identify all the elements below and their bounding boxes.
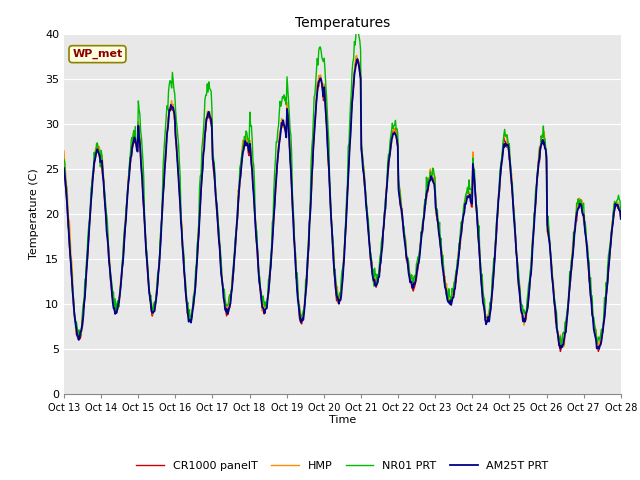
AM25T PRT [127,153,135,159]
NR01 PRT [127,136,135,142]
Legend: CR1000 panelT, HMP, NR01 PRT, AM25T PRT: CR1000 panelT, HMP, NR01 PRT, AM25T PRT [132,457,553,476]
Line: HMP: HMP [64,56,621,349]
CR1000 panelT [127,153,135,158]
CR1000 panelT [184,311,192,316]
HMP [595,346,602,352]
NR01 PRT [70,306,78,312]
Text: WP_met: WP_met [72,49,123,59]
NR01 PRT [184,300,192,305]
CR1000 panelT [214,215,221,220]
AM25T PRT [214,214,221,219]
NR01 PRT [60,156,68,162]
HMP [617,216,625,222]
HMP [127,148,135,154]
CR1000 panelT [411,283,419,289]
HMP [60,148,68,154]
CR1000 panelT [617,215,625,220]
HMP [353,53,360,59]
CR1000 panelT [428,174,435,180]
Line: NR01 PRT: NR01 PRT [64,26,621,348]
HMP [184,307,192,312]
NR01 PRT [557,345,565,350]
HMP [428,173,435,179]
NR01 PRT [428,175,435,180]
AM25T PRT [184,312,192,317]
AM25T PRT [60,165,68,171]
Title: Temperatures: Temperatures [295,16,390,30]
X-axis label: Time: Time [329,415,356,425]
CR1000 panelT [60,165,68,171]
AM25T PRT [617,216,625,222]
Y-axis label: Temperature (C): Temperature (C) [29,168,40,259]
Line: CR1000 panelT: CR1000 panelT [64,59,621,351]
CR1000 panelT [557,348,564,354]
AM25T PRT [411,281,419,287]
AM25T PRT [70,308,78,313]
CR1000 panelT [354,56,362,62]
HMP [214,209,221,215]
AM25T PRT [354,56,362,62]
NR01 PRT [354,24,362,29]
AM25T PRT [428,173,435,179]
NR01 PRT [411,273,419,278]
NR01 PRT [617,214,625,220]
CR1000 panelT [70,310,78,315]
NR01 PRT [214,204,221,210]
HMP [411,278,419,284]
Line: AM25T PRT: AM25T PRT [64,59,621,348]
HMP [70,310,78,315]
AM25T PRT [595,346,603,351]
